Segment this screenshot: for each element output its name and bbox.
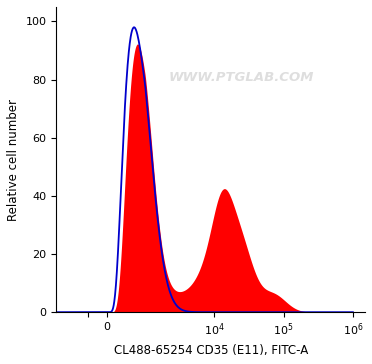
- Y-axis label: Relative cell number: Relative cell number: [7, 99, 20, 221]
- X-axis label: CL488-65254 CD35 (E11), FITC-A: CL488-65254 CD35 (E11), FITC-A: [113, 344, 308, 357]
- Text: WWW.PTGLAB.COM: WWW.PTGLAB.COM: [169, 71, 314, 84]
